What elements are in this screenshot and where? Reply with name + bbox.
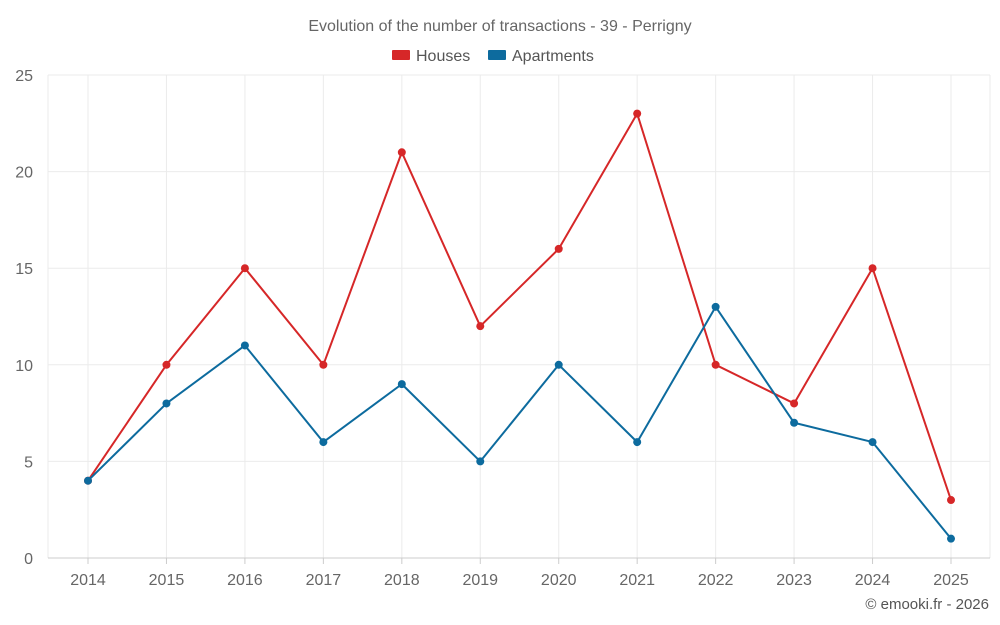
data-point-apartments[interactable]	[476, 457, 485, 466]
data-point-houses[interactable]	[711, 360, 720, 369]
x-tick-label: 2020	[541, 572, 577, 589]
data-point-houses[interactable]	[162, 360, 171, 369]
legend-item-apartments[interactable]: Apartments	[488, 48, 594, 65]
data-point-apartments[interactable]	[868, 438, 877, 447]
data-point-apartments[interactable]	[633, 438, 642, 447]
legend-label-apartments: Apartments	[512, 48, 594, 65]
y-tick-label: 15	[15, 261, 33, 278]
x-tick-label: 2025	[933, 572, 969, 589]
data-point-houses[interactable]	[868, 264, 877, 273]
data-point-apartments[interactable]	[319, 438, 328, 447]
y-axis: 0 5 10 15 20 25	[15, 68, 33, 568]
x-tick-label: 2015	[149, 572, 185, 589]
x-tick-label: 2022	[698, 572, 734, 589]
data-point-houses[interactable]	[947, 496, 955, 505]
data-point-houses[interactable]	[476, 322, 485, 331]
x-tick-label: 2021	[619, 572, 655, 589]
x-tick-label: 2024	[855, 572, 891, 589]
x-axis: 2014 2015 2016 2017 2018 2019 2020 2021 2022 2023…	[48, 557, 990, 589]
series-apartments[interactable]	[84, 302, 955, 543]
data-point-apartments[interactable]	[240, 341, 249, 350]
data-point-houses[interactable]	[397, 148, 406, 157]
data-point-apartments[interactable]	[711, 302, 720, 311]
data-point-houses[interactable]	[319, 360, 328, 369]
data-point-houses[interactable]	[790, 399, 799, 408]
grid	[47, 74, 991, 558]
y-tick-label: 0	[24, 551, 33, 568]
data-point-houses[interactable]	[554, 244, 563, 253]
x-tick-label: 2017	[306, 572, 342, 589]
data-point-apartments[interactable]	[397, 380, 406, 389]
series-layer	[84, 109, 955, 543]
legend-swatch-apartments	[488, 50, 506, 60]
series-line-houses[interactable]	[87, 112, 952, 502]
data-point-houses[interactable]	[240, 264, 249, 273]
legend-swatch-houses	[392, 50, 410, 60]
data-point-apartments[interactable]	[554, 360, 563, 369]
x-tick-label: 2016	[227, 572, 263, 589]
x-tick-label: 2018	[384, 572, 420, 589]
x-tick-label: 2014	[70, 572, 106, 589]
y-tick-label: 10	[15, 358, 33, 375]
y-tick-label: 20	[15, 165, 33, 182]
y-tick-label: 5	[24, 454, 33, 471]
series-line-apartments[interactable]	[87, 305, 952, 540]
legend-label-houses: Houses	[416, 48, 470, 65]
data-point-houses[interactable]	[633, 109, 642, 118]
legend[interactable]: Houses Apartments	[392, 48, 594, 65]
data-point-apartments[interactable]	[790, 418, 799, 427]
data-point-apartments[interactable]	[84, 476, 92, 485]
y-tick-label: 25	[15, 68, 33, 85]
data-point-apartments[interactable]	[162, 399, 171, 408]
data-point-apartments[interactable]	[947, 534, 955, 543]
chart-title: Evolution of the number of transactions …	[308, 18, 691, 35]
series-houses[interactable]	[84, 109, 955, 505]
x-tick-label: 2019	[462, 572, 498, 589]
legend-item-houses[interactable]: Houses	[392, 48, 470, 65]
credit-text: © emooki.fr - 2026	[865, 596, 989, 613]
x-tick-label: 2023	[776, 572, 812, 589]
